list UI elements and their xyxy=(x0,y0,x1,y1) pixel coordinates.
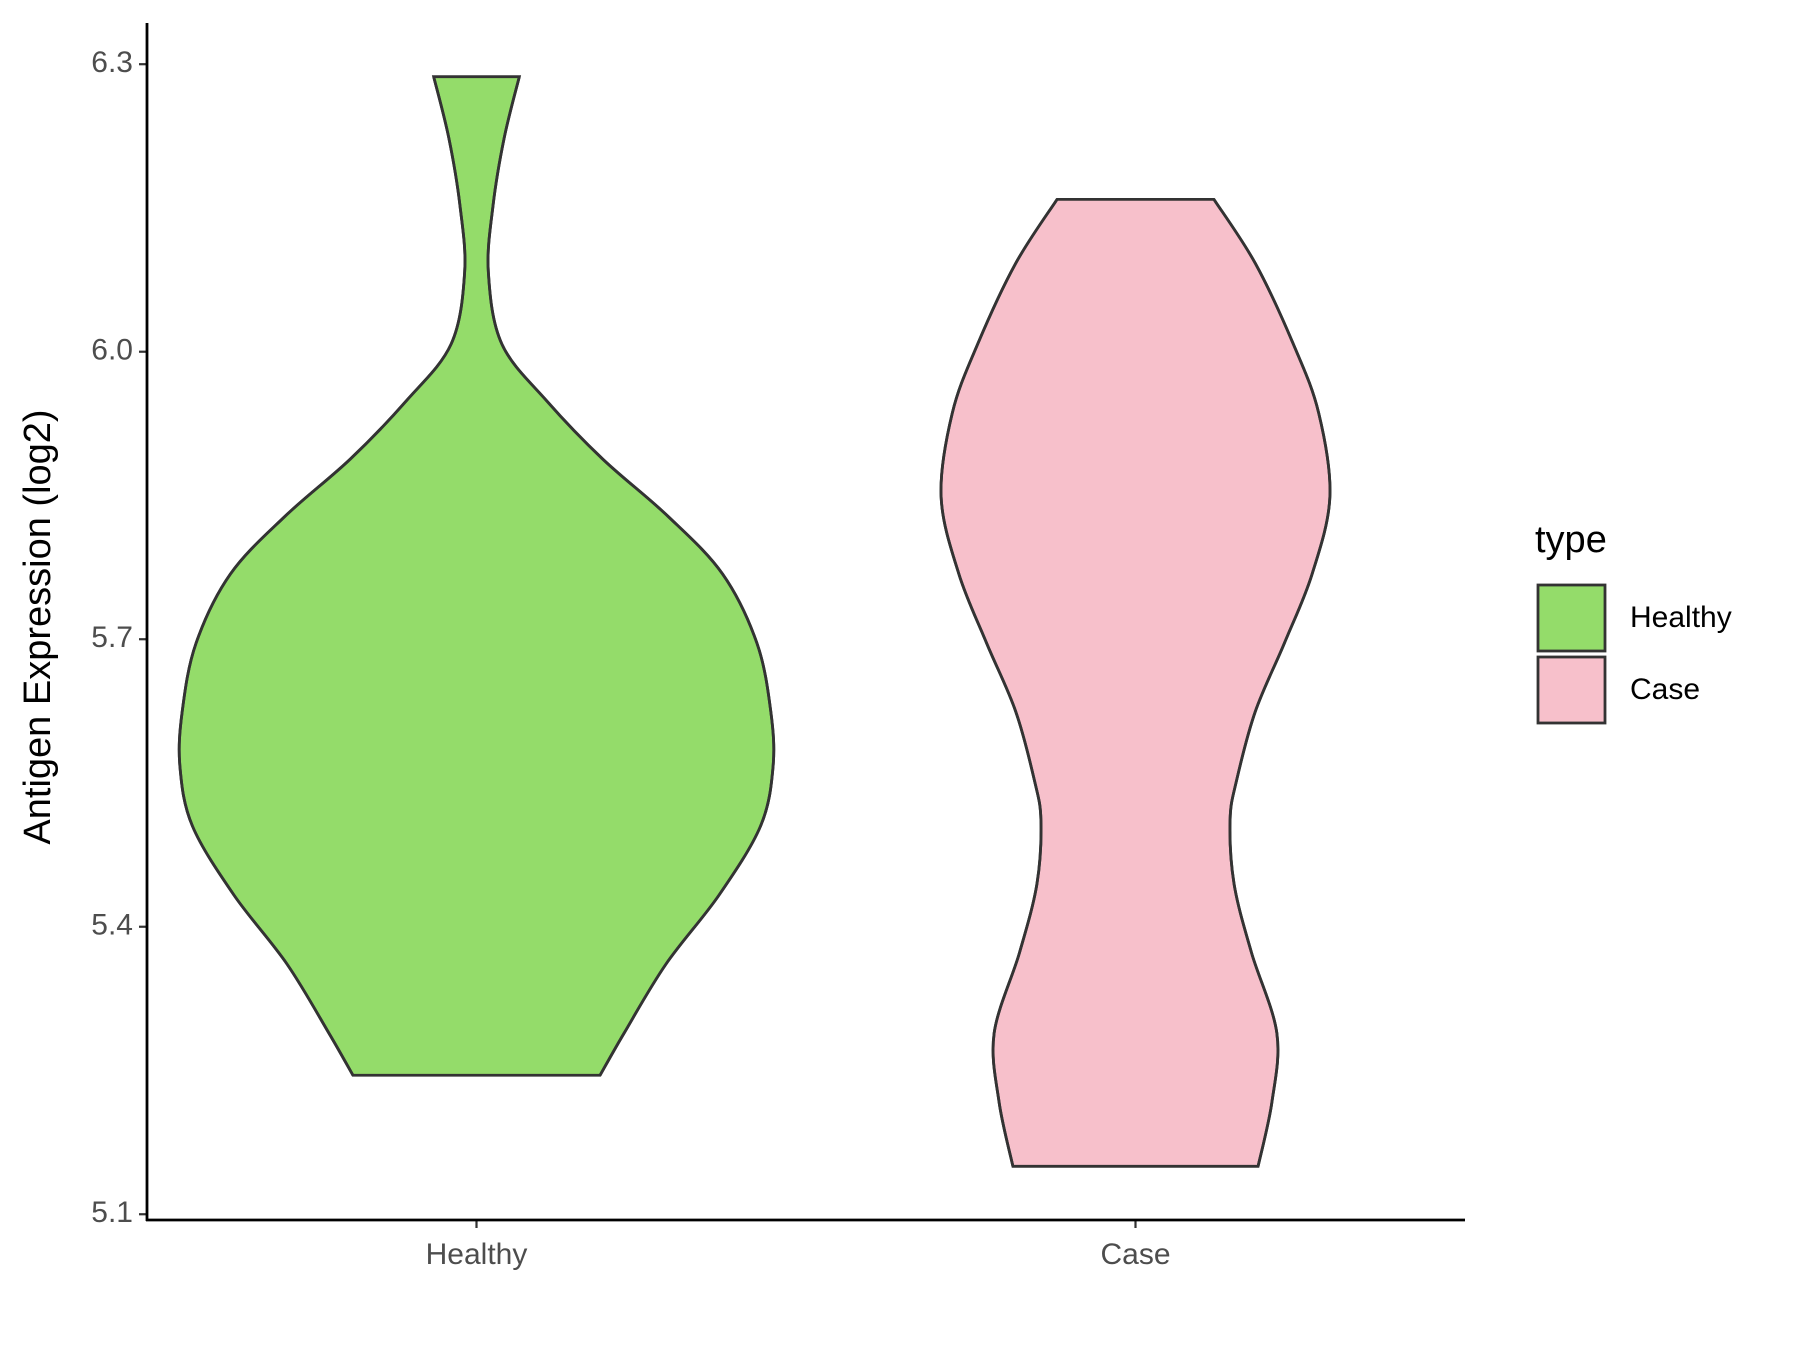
violin-left-edge xyxy=(939,198,1059,1167)
y-tick-label: 5.7 xyxy=(91,621,133,654)
y-tick-label: 6.3 xyxy=(91,46,133,79)
violin-left-edge xyxy=(177,76,467,1076)
violin-body xyxy=(177,75,776,1077)
legend-label: Healthy xyxy=(1630,601,1732,634)
legend-label: Case xyxy=(1630,673,1700,706)
y-tick-label: 6.0 xyxy=(91,334,133,367)
legend-key xyxy=(1536,583,1607,653)
violin-right-edge xyxy=(486,76,776,1076)
legend-title: type xyxy=(1535,519,1607,561)
x-tick-label: Case xyxy=(1100,1238,1170,1271)
violin-right-edge xyxy=(1212,198,1332,1167)
x-tick-label: Healthy xyxy=(426,1238,528,1271)
y-tick-label: 5.4 xyxy=(91,909,133,942)
y-tick-label: 5.1 xyxy=(91,1196,133,1229)
y-axis-title: Antigen Expression (log2) xyxy=(17,409,59,844)
violin-body xyxy=(939,197,1332,1168)
legend-key xyxy=(1536,655,1607,725)
